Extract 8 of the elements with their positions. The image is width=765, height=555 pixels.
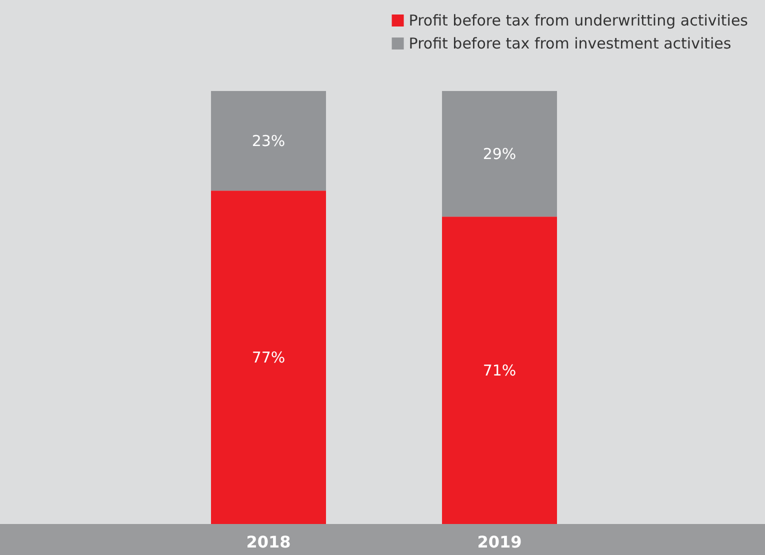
data-label: 23% — [252, 132, 286, 150]
data-label: 29% — [482, 144, 516, 163]
x-tick-label: 2018 — [246, 532, 291, 552]
data-label: 77% — [252, 348, 286, 366]
x-tick-label: 2019 — [477, 532, 522, 552]
data-label: 71% — [482, 361, 516, 380]
legend-label: Profit before tax from underwritting activities — [408, 12, 748, 30]
legend-label: Profit before tax from investment activities — [408, 34, 732, 52]
